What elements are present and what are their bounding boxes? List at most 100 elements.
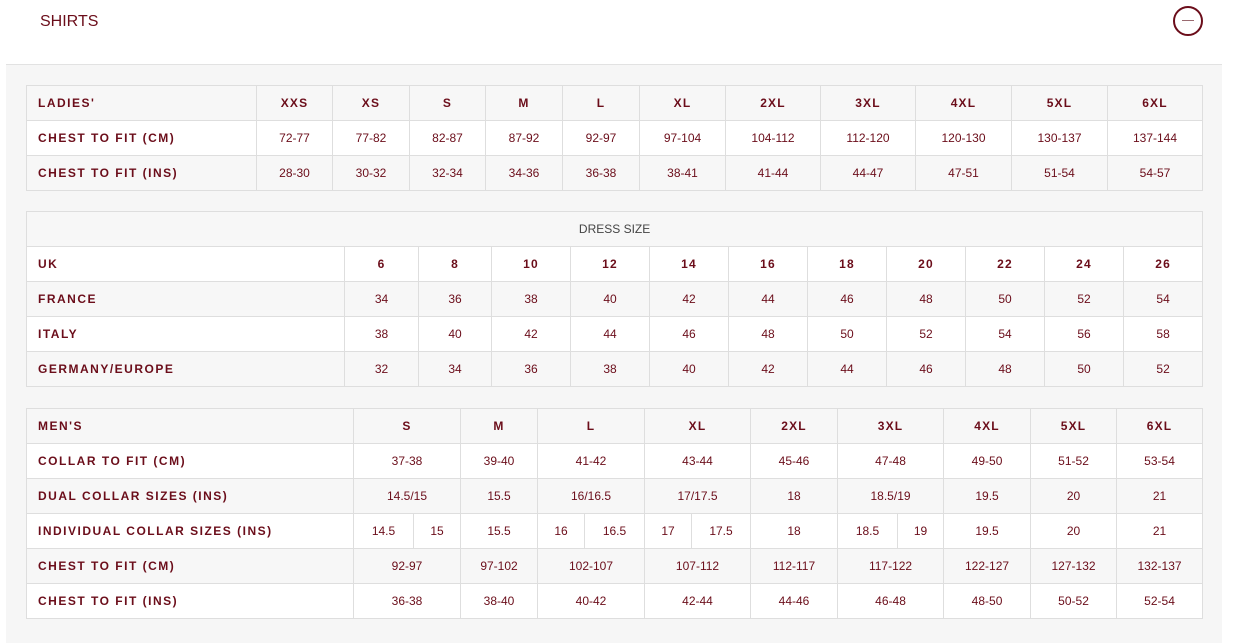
table-cell: 52 bbox=[1044, 281, 1124, 317]
table-cell: 41-44 bbox=[725, 155, 821, 191]
size-chart-panel: LADIES' XXS XS S M L XL 2XL 3XL 4XL 5XL 6XL CHEST TO… bbox=[6, 64, 1222, 643]
table-cell: 48-50 bbox=[943, 583, 1032, 619]
table-cell: 36 bbox=[491, 351, 571, 387]
row-label: DUAL COLLAR SIZES (INS) bbox=[26, 478, 354, 514]
table-header-row: UK 6 8 10 12 14 16 18 20 22 24 26 bbox=[26, 246, 1204, 282]
table-cell: 58 bbox=[1122, 316, 1204, 352]
table-cell: 36-38 bbox=[562, 155, 640, 191]
table-cell: 52 bbox=[1122, 351, 1204, 387]
size-header: 26 bbox=[1122, 246, 1204, 282]
size-header: 20 bbox=[886, 246, 966, 282]
table-cell: 40-42 bbox=[537, 583, 645, 619]
table-cell: 51-52 bbox=[1030, 443, 1118, 479]
table-cell: 54-57 bbox=[1107, 155, 1203, 191]
table-row: CHEST TO FIT (INS) 36-38 38-40 40-42 42-44 44… bbox=[26, 583, 1204, 619]
table-cell: 18.5 bbox=[837, 513, 899, 549]
table-cell: 72-77 bbox=[256, 120, 333, 156]
table-cell: 77-82 bbox=[332, 120, 410, 156]
size-header: XXS bbox=[256, 85, 333, 121]
size-header: 4XL bbox=[943, 408, 1032, 444]
size-header: 5XL bbox=[1030, 408, 1118, 444]
dress-size-title: DRESS SIZE bbox=[25, 211, 1204, 247]
table-cell: 15.5 bbox=[460, 478, 538, 514]
ladies-size-table: LADIES' XXS XS S M L XL 2XL 3XL 4XL 5XL 6XL CHEST TO… bbox=[26, 85, 1203, 191]
table-cell: 32 bbox=[344, 351, 419, 387]
size-header: XS bbox=[332, 85, 410, 121]
table-cell: 42-44 bbox=[643, 583, 752, 619]
table-cell: 132-137 bbox=[1116, 548, 1204, 584]
table-cell: 48 bbox=[965, 351, 1045, 387]
table-cell: 34-36 bbox=[485, 155, 563, 191]
size-header: 6 bbox=[344, 246, 419, 282]
table-cell: 48 bbox=[886, 281, 966, 317]
table-cell: 16.5 bbox=[584, 513, 645, 549]
table-cell: 38 bbox=[570, 351, 650, 387]
table-header-row: LADIES' XXS XS S M L XL 2XL 3XL 4XL 5XL 6XL bbox=[26, 85, 1203, 121]
table-cell: 34 bbox=[344, 281, 419, 317]
table-cell: 36-38 bbox=[353, 583, 461, 619]
table-cell: 97-104 bbox=[639, 120, 726, 156]
table-cell: 16 bbox=[537, 513, 585, 549]
table-cell: 52 bbox=[886, 316, 966, 352]
table-cell: 40 bbox=[649, 351, 729, 387]
table-row: CHEST TO FIT (CM) 92-97 97-102 102-107 107-1… bbox=[26, 548, 1204, 584]
table-cell: 37-38 bbox=[353, 443, 461, 479]
mens-size-table: MEN'S S M L XL 2XL 3XL 4XL 5XL 6XL COLLAR TO FIT (… bbox=[26, 408, 1204, 619]
size-header: 5XL bbox=[1011, 85, 1108, 121]
table-cell: 54 bbox=[965, 316, 1045, 352]
table-cell: 40 bbox=[570, 281, 650, 317]
minus-circle-icon[interactable] bbox=[1173, 6, 1203, 36]
table-cell: 38 bbox=[344, 316, 419, 352]
table-cell: 92-97 bbox=[353, 548, 461, 584]
row-label: UK bbox=[26, 246, 345, 282]
table-cell: 30-32 bbox=[332, 155, 410, 191]
table-cell: 38-40 bbox=[460, 583, 538, 619]
table-cell: 56 bbox=[1044, 316, 1124, 352]
table-cell: 28-30 bbox=[256, 155, 333, 191]
table-cell: 46 bbox=[807, 281, 887, 317]
size-header: L bbox=[537, 408, 645, 444]
table-cell: 46-48 bbox=[837, 583, 945, 619]
size-header: 2XL bbox=[725, 85, 821, 121]
size-header: 6XL bbox=[1107, 85, 1203, 121]
size-header: S bbox=[353, 408, 461, 444]
size-header: L bbox=[562, 85, 640, 121]
table-cell: 52-54 bbox=[1116, 583, 1204, 619]
table-cell: 87-92 bbox=[485, 120, 563, 156]
table-row: CHEST TO FIT (INS) 28-30 30-32 32-34 34-36 36… bbox=[26, 155, 1203, 191]
table-row: CHEST TO FIT (CM) 72-77 77-82 82-87 87-92 92-… bbox=[26, 120, 1203, 156]
table-cell: 39-40 bbox=[460, 443, 538, 479]
size-header: XL bbox=[639, 85, 726, 121]
size-header: 24 bbox=[1044, 246, 1124, 282]
table-cell: 20 bbox=[1030, 513, 1118, 549]
table-cell: 15.5 bbox=[460, 513, 538, 549]
table-cell: 17 bbox=[644, 513, 692, 549]
table-cell: 19 bbox=[897, 513, 945, 549]
row-label: CHEST TO FIT (CM) bbox=[26, 548, 354, 584]
table-cell: 20 bbox=[1030, 478, 1118, 514]
table-cell: 50 bbox=[1044, 351, 1124, 387]
table-cell: 127-132 bbox=[1030, 548, 1118, 584]
table-cell: 44-47 bbox=[820, 155, 916, 191]
size-header: M bbox=[485, 85, 563, 121]
table-cell: 42 bbox=[728, 351, 808, 387]
size-header: XL bbox=[643, 408, 752, 444]
size-header: 14 bbox=[649, 246, 729, 282]
table-cell: 44 bbox=[728, 281, 808, 317]
table-cell: 130-137 bbox=[1011, 120, 1108, 156]
table-cell: 18.5/19 bbox=[837, 478, 945, 514]
size-header: 22 bbox=[965, 246, 1045, 282]
table-cell: 18 bbox=[750, 513, 839, 549]
table-cell: 42 bbox=[491, 316, 571, 352]
table-cell: 53-54 bbox=[1116, 443, 1204, 479]
table-cell: 92-97 bbox=[562, 120, 640, 156]
table-cell: 43-44 bbox=[643, 443, 752, 479]
row-label: ITALY bbox=[26, 316, 345, 352]
table-cell: 44 bbox=[570, 316, 650, 352]
table-cell: 122-127 bbox=[943, 548, 1032, 584]
table-cell: 50-52 bbox=[1030, 583, 1118, 619]
table-cell: 112-120 bbox=[820, 120, 916, 156]
table-cell: 97-102 bbox=[460, 548, 538, 584]
table-cell: 46 bbox=[649, 316, 729, 352]
table-cell: 102-107 bbox=[537, 548, 645, 584]
